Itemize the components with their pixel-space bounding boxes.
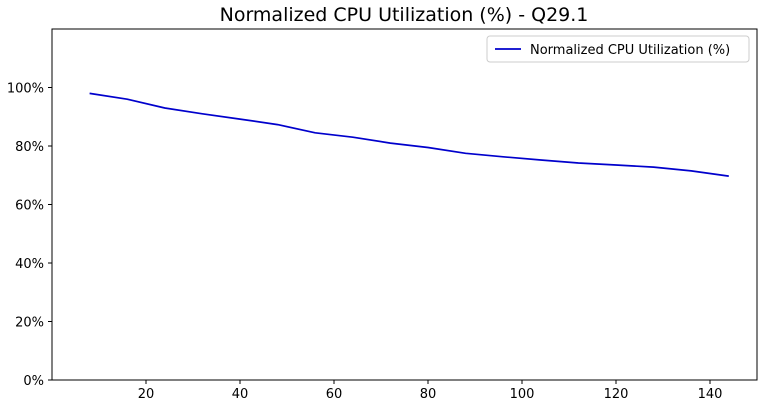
y-tick-label: 100%: [7, 82, 44, 97]
y-tick-label: 20%: [15, 316, 44, 331]
y-tick-label: 80%: [15, 140, 44, 155]
x-tick-label: 120: [604, 387, 629, 402]
legend: Normalized CPU Utilization (%): [486, 35, 750, 63]
x-tick-label: 80: [420, 387, 437, 402]
x-tick-label: 140: [698, 387, 723, 402]
series-line: [89, 92, 729, 177]
chart-title: Normalized CPU Utilization (%) - Q29.1: [220, 4, 589, 26]
y-tick-label: 60%: [15, 199, 44, 214]
axes: 20 40 60 80 100 120 140 0% 20% 40% 60% 80% 100%: [7, 28, 758, 402]
y-tick-label: 40%: [15, 257, 44, 272]
x-tick-label: 20: [138, 387, 155, 402]
x-tick-label: 40: [232, 387, 249, 402]
x-tick-label: 60: [326, 387, 343, 402]
y-tick-label: 0%: [23, 374, 44, 389]
x-tick-label: 100: [510, 387, 535, 402]
legend-label: Normalized CPU Utilization (%): [530, 43, 730, 58]
plot-frame: [51, 28, 758, 381]
legend-box: [486, 35, 750, 63]
series-layer: [89, 92, 729, 177]
